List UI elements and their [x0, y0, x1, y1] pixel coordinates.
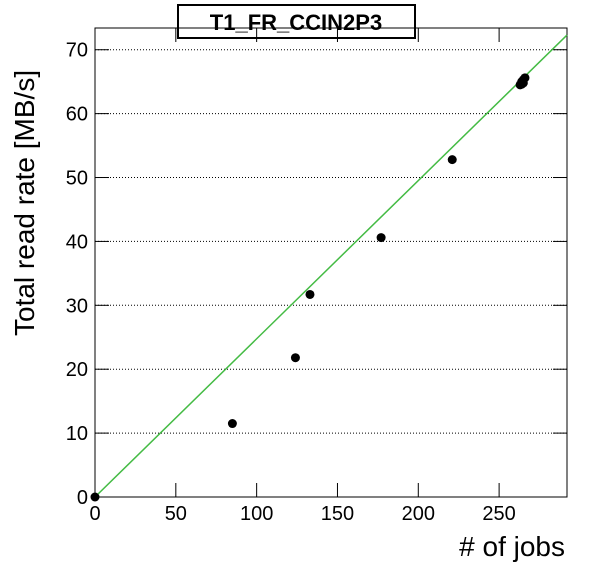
- x-axis-label: # of jobs: [459, 531, 565, 562]
- y-tick-label: 20: [66, 359, 88, 381]
- chart-title: T1_FR_CCIN2P3: [210, 10, 382, 35]
- x-tick-label: 100: [240, 503, 273, 525]
- y-tick-label: 10: [66, 423, 88, 445]
- y-tick-label: 40: [66, 231, 88, 253]
- data-point: [290, 353, 300, 363]
- title-box: [177, 4, 416, 39]
- data-point: [305, 289, 315, 299]
- y-axis-label: Total read rate [MB/s]: [9, 70, 40, 336]
- y-tick-label: 70: [66, 40, 88, 62]
- y-tick-label: 0: [77, 487, 88, 509]
- y-tick-label: 30: [66, 295, 88, 317]
- y-tick-label: 50: [66, 168, 88, 190]
- x-tick-label: 150: [321, 503, 354, 525]
- x-tick-label: 0: [89, 503, 100, 525]
- x-tick-label: 250: [482, 503, 515, 525]
- data-point: [227, 419, 237, 429]
- x-tick-label: 200: [402, 503, 435, 525]
- data-point: [90, 492, 100, 502]
- y-tick-label: 60: [66, 104, 88, 126]
- data-point: [517, 79, 527, 89]
- plot-frame: [94, 27, 568, 498]
- data-point: [447, 155, 457, 165]
- data-point: [376, 233, 386, 243]
- x-tick-label: 50: [165, 503, 187, 525]
- fit-line: [94, 34, 568, 498]
